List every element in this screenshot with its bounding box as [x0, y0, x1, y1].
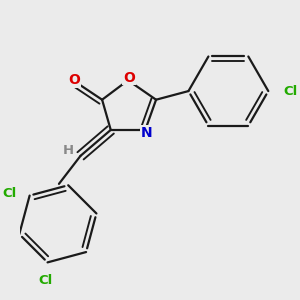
Text: Cl: Cl [38, 274, 52, 287]
Text: H: H [63, 144, 74, 157]
Text: O: O [68, 73, 80, 87]
Text: O: O [123, 71, 135, 85]
Text: Cl: Cl [2, 187, 17, 200]
Text: N: N [140, 125, 152, 140]
Text: Cl: Cl [284, 85, 298, 98]
